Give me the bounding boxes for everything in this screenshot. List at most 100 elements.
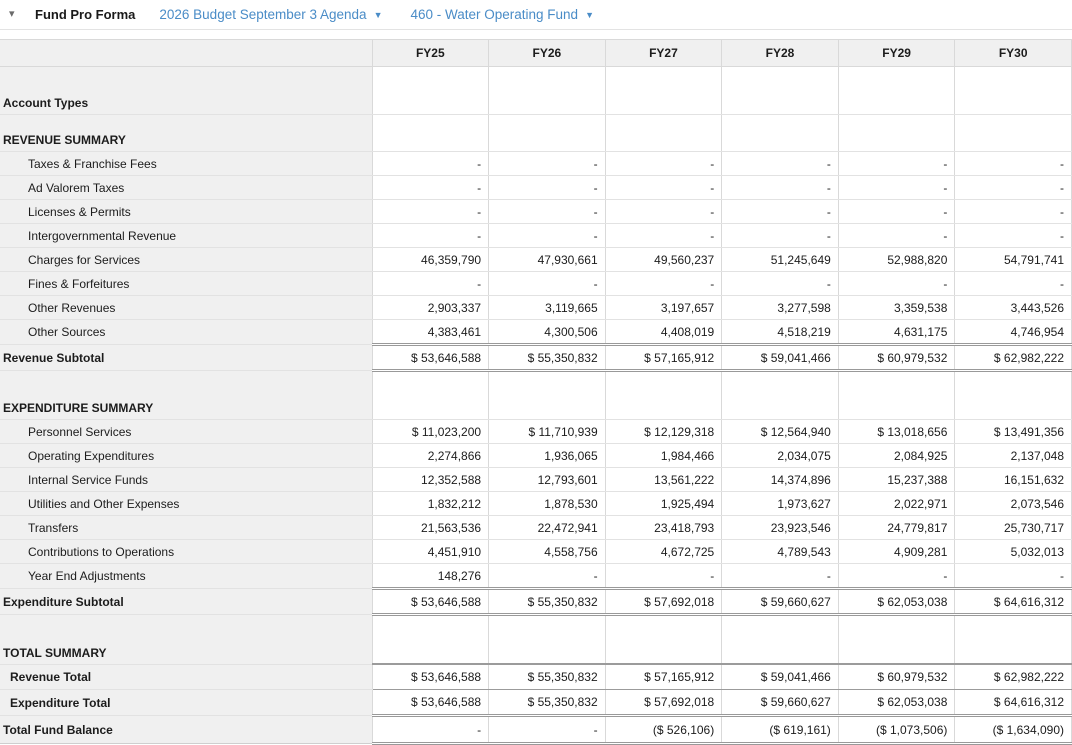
value-cell: 25,730,717	[954, 515, 1072, 540]
value-cell: $ 55,350,832	[488, 343, 606, 372]
value-cell: $ 57,165,912	[604, 663, 723, 690]
row-label: REVENUE SUMMARY	[0, 114, 372, 152]
table-row: Utilities and Other Expenses 1,832,212 1,8…	[0, 491, 1072, 516]
value-cell: 4,300,506	[488, 319, 606, 345]
row-label: Fines & Forfeitures	[0, 271, 372, 296]
value-cell: 2,137,048	[954, 443, 1072, 468]
fund-dropdown[interactable]: 460 - Water Operating Fund ▼	[410, 7, 594, 22]
value-cell: $ 11,023,200	[371, 419, 490, 444]
value-cell: -	[371, 271, 490, 296]
value-cell	[604, 114, 723, 152]
value-cell: 2,034,075	[721, 443, 839, 468]
row-label: Transfers	[0, 515, 372, 540]
value-cell: -	[604, 151, 723, 176]
table-row: Personnel Services $ 11,023,200 $ 11,710,9…	[0, 419, 1072, 444]
value-cell: $ 59,041,466	[721, 663, 839, 690]
value-cell: -	[721, 151, 839, 176]
table-row: Account Types	[0, 66, 1072, 115]
table-row: Expenditure Total $ 53,646,588 $ 55,350,83…	[0, 689, 1072, 717]
value-cell	[837, 114, 956, 152]
table-row: Other Sources 4,383,461 4,300,506 4,408,019…	[0, 319, 1072, 345]
value-cell: -	[721, 271, 839, 296]
value-cell: 23,418,793	[604, 515, 723, 540]
row-label: Ad Valorem Taxes	[0, 175, 372, 200]
value-cell: 1,984,466	[604, 443, 723, 468]
value-cell: $ 11,710,939	[488, 419, 606, 444]
column-header-fy28: FY28	[721, 39, 839, 67]
row-label: Intergovernmental Revenue	[0, 223, 372, 248]
value-cell: -	[371, 223, 490, 248]
value-cell: 4,789,543	[721, 539, 839, 564]
chevron-down-icon: ▼	[373, 9, 383, 20]
row-label: Internal Service Funds	[0, 467, 372, 492]
value-cell	[604, 370, 723, 420]
value-cell: ($ 619,161)	[721, 715, 839, 745]
value-cell: 2,274,866	[371, 443, 490, 468]
value-cell: 1,973,627	[721, 491, 839, 516]
row-label: Expenditure Subtotal	[0, 588, 372, 615]
value-cell: $ 60,979,532	[837, 663, 956, 690]
value-cell: -	[837, 199, 956, 224]
value-cell: ($ 526,106)	[604, 715, 723, 745]
table-row: Year End Adjustments 148,276- - - - -	[0, 563, 1072, 589]
value-cell: -	[954, 223, 1072, 248]
table-row: Transfers 21,563,536 22,472,941 23,418,793 2…	[0, 515, 1072, 540]
value-cell: 2,084,925	[837, 443, 956, 468]
budget-version-dropdown[interactable]: 2026 Budget September 3 Agenda ▼	[159, 7, 382, 22]
table-row: Internal Service Funds 12,352,588 12,793,6…	[0, 467, 1072, 492]
value-cell: $ 64,616,312	[954, 587, 1072, 616]
value-cell: 4,672,725	[604, 539, 723, 564]
value-cell: 2,903,337	[371, 295, 490, 320]
value-cell: 13,561,222	[604, 467, 723, 492]
value-cell: -	[604, 175, 723, 200]
table-row: Intergovernmental Revenue - - - - - -	[0, 223, 1072, 248]
value-cell	[488, 66, 606, 115]
value-cell	[954, 114, 1072, 152]
value-cell: -	[488, 271, 606, 296]
budget-version-dropdown-label: 2026 Budget September 3 Agenda	[159, 7, 367, 22]
value-cell: $ 55,350,832	[488, 689, 606, 717]
value-cell: -	[837, 563, 956, 589]
value-cell: -	[721, 175, 839, 200]
value-cell	[721, 614, 839, 665]
value-cell	[488, 370, 606, 420]
value-cell: $ 62,053,038	[837, 587, 956, 616]
value-cell	[837, 66, 956, 115]
value-cell: $ 57,692,018	[604, 587, 723, 616]
value-cell	[954, 66, 1072, 115]
value-cell: -	[837, 175, 956, 200]
row-label: Expenditure Total	[0, 689, 372, 716]
value-cell: $ 53,646,588	[371, 587, 490, 616]
value-cell: $ 62,982,222	[954, 663, 1072, 690]
table-row: Other Revenues 2,903,337 3,119,665 3,197,65…	[0, 295, 1072, 320]
value-cell: 5,032,013	[954, 539, 1072, 564]
table-row: Total Fund Balance - - ($ 526,106) ($ 619,16…	[0, 715, 1072, 745]
value-cell: 21,563,536	[371, 515, 490, 540]
row-label: Year End Adjustments	[0, 563, 372, 589]
value-cell	[837, 614, 956, 665]
value-cell: $ 60,979,532	[837, 343, 956, 372]
table-row: Expenditure Subtotal $ 53,646,588 $ 55,350…	[0, 587, 1072, 616]
row-label: Personnel Services	[0, 419, 372, 444]
value-cell: -	[954, 175, 1072, 200]
value-cell: -	[954, 271, 1072, 296]
value-cell: 15,237,388	[837, 467, 956, 492]
value-cell: $ 62,982,222	[954, 343, 1072, 372]
value-cell: -	[721, 223, 839, 248]
value-cell: -	[371, 715, 490, 745]
value-cell: 51,245,649	[721, 247, 839, 272]
value-cell: $ 55,350,832	[488, 663, 606, 690]
value-cell: 2,022,971	[837, 491, 956, 516]
value-cell: $ 55,350,832	[488, 587, 606, 616]
value-cell: -	[954, 199, 1072, 224]
value-cell: $ 12,564,940	[721, 419, 839, 444]
value-cell: 4,909,281	[837, 539, 956, 564]
row-label: Utilities and Other Expenses	[0, 491, 372, 516]
value-cell: 1,936,065	[488, 443, 606, 468]
row-label: Operating Expenditures	[0, 443, 372, 468]
collapse-section-icon[interactable]: ▾	[9, 8, 15, 20]
value-cell: 1,878,530	[488, 491, 606, 516]
value-cell: 46,359,790	[371, 247, 490, 272]
value-cell: 1,925,494	[604, 491, 723, 516]
value-cell	[954, 614, 1072, 665]
